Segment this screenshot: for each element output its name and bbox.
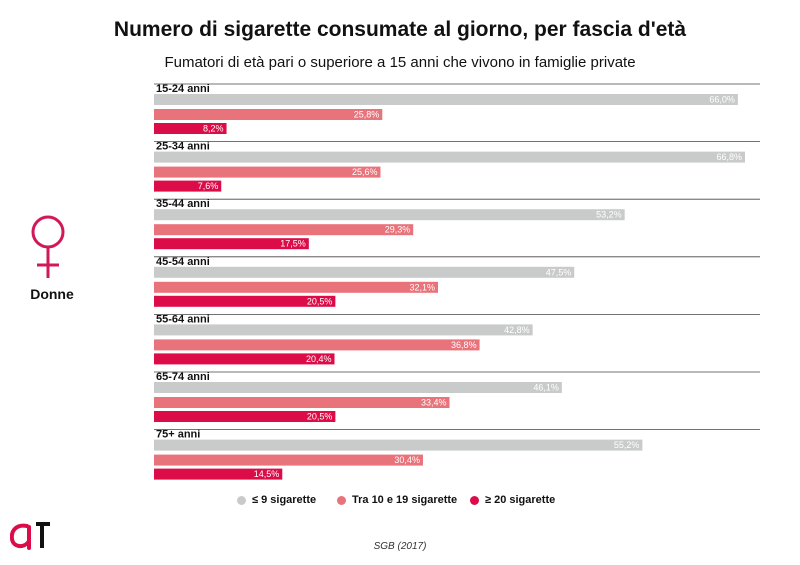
legend-label-medium: Tra 10 e 19 sigarette <box>352 494 458 506</box>
bar-dark <box>154 353 335 365</box>
data-label-light: 46,1% <box>533 383 559 393</box>
legend-swatch-dark <box>470 495 479 505</box>
legend-item-light: ≤ 9 sigarette <box>237 494 316 506</box>
bar-light <box>154 151 745 163</box>
bar-medium <box>154 454 423 466</box>
category-label: 65-74 anni <box>156 371 210 383</box>
data-label-dark: 20,4% <box>306 354 332 364</box>
chart-subtitle: Fumatori di età pari o superiore a 15 an… <box>164 54 636 71</box>
legend-item-medium: Tra 10 e 19 sigarette <box>337 494 457 506</box>
bar-medium <box>154 339 480 351</box>
category-label: 55-64 anni <box>156 313 210 325</box>
data-label-light: 42,8% <box>504 325 530 335</box>
bar-medium <box>154 109 383 120</box>
bar-light <box>154 324 533 336</box>
category-label: 75+ anni <box>156 429 200 441</box>
data-label-dark: 7,6% <box>198 181 219 191</box>
data-label-light: 66,8% <box>716 152 742 162</box>
bar-medium <box>154 166 381 178</box>
legend-swatch-light <box>237 495 246 505</box>
legend-item-dark: ≥ 20 sigarette <box>470 494 555 506</box>
bar-light <box>154 266 575 278</box>
data-label-dark: 20,5% <box>307 296 333 306</box>
bar-light <box>154 382 562 393</box>
category-label: 45-54 anni <box>156 256 210 268</box>
bar-medium <box>154 224 414 236</box>
bar-light <box>154 209 625 221</box>
data-label-medium: 25,6% <box>352 167 378 177</box>
data-label-medium: 29,3% <box>385 225 411 235</box>
data-label-medium: 36,8% <box>451 340 477 350</box>
legend-swatch-medium <box>337 495 346 505</box>
data-label-dark: 20,5% <box>307 412 333 422</box>
category-label: 35-44 anni <box>156 198 210 210</box>
data-label-medium: 30,4% <box>394 455 420 465</box>
data-label-light: 53,2% <box>596 210 622 220</box>
data-label-light: 66,0% <box>709 95 735 105</box>
bar-dark <box>154 468 283 480</box>
data-label-dark: 14,5% <box>254 469 280 479</box>
female-symbol-icon <box>31 215 65 278</box>
bar-medium <box>154 281 438 293</box>
bar-dark <box>154 411 336 422</box>
bar-chart: 15-24 anni 66,0% 25,8% 8,2% 25-34 anni 66,8% 2… <box>154 83 760 480</box>
bar-dark <box>154 238 309 250</box>
bar-dark <box>154 180 222 192</box>
bar-medium <box>154 397 450 408</box>
at-logo-icon <box>10 522 50 550</box>
gender-label: Donne <box>30 286 74 302</box>
bar-light <box>154 439 643 451</box>
data-label-medium: 33,4% <box>421 398 447 408</box>
category-label: 15-24 anni <box>156 83 210 95</box>
data-label-light: 47,5% <box>546 267 572 277</box>
legend-label-dark: ≥ 20 sigarette <box>485 494 556 506</box>
data-label-medium: 25,8% <box>354 110 380 120</box>
data-label-dark: 8,2% <box>203 124 224 134</box>
data-label-dark: 17,5% <box>280 239 306 249</box>
category-label: 25-34 anni <box>156 141 210 153</box>
source-note: SGB (2017) <box>373 541 427 552</box>
data-label-light: 55,2% <box>614 440 640 450</box>
bar-dark <box>154 295 336 307</box>
bar-light <box>154 94 738 105</box>
chart-title: Numero di sigarette consumate al giorno,… <box>113 18 687 41</box>
data-label-medium: 32,1% <box>409 282 435 292</box>
bar-dark <box>154 123 227 134</box>
legend-label-light: ≤ 9 sigarette <box>252 494 317 506</box>
